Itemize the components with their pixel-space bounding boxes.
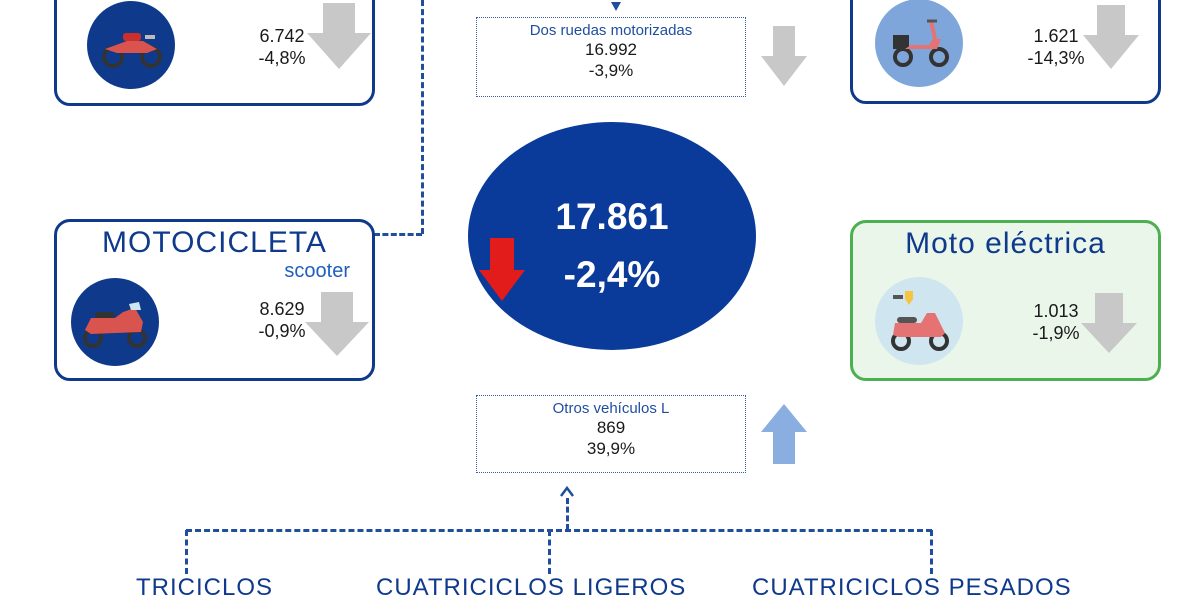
- otros-change: 39,9%: [586, 439, 636, 458]
- card-value: 8.629: [259, 299, 305, 319]
- connector-bottom-drop-2: [548, 530, 551, 574]
- card-change: -0,9%: [258, 321, 306, 341]
- card-values: 1.621 -14,3%: [1011, 25, 1101, 69]
- arrow-down-gray-icon: [1081, 293, 1137, 353]
- moped-icon: [875, 0, 963, 87]
- scooter-icon: [71, 278, 159, 366]
- connector-arrowhead-top: [611, 2, 621, 11]
- motorcycle-icon: [87, 1, 175, 89]
- connector-arrowhead-bottom: [560, 485, 574, 497]
- arrow-up-blue-icon: [761, 404, 807, 464]
- otros-vehiculos-box: Otros vehículos L 869 39,9%: [476, 395, 746, 473]
- arrow-down-gray-icon: [761, 26, 807, 86]
- dos-ruedas-change: -3,9%: [588, 61, 634, 80]
- connector-bottom-vertical-center: [566, 498, 569, 530]
- card-value: 6.742: [259, 26, 305, 46]
- card-change: -4,8%: [258, 48, 306, 68]
- connector-bottom-drop-1: [185, 530, 188, 574]
- arrow-down-red-icon: [479, 238, 525, 301]
- card-title: Moto eléctrica: [905, 227, 1106, 260]
- total-change: -2,4%: [563, 254, 661, 295]
- bottom-label-cuatriciclos-pesados: CUATRICICLOS PESADOS: [752, 574, 1072, 601]
- card-value: 1.621: [1033, 26, 1079, 46]
- dos-ruedas-box: Dos ruedas motorizadas 16.992 -3,9%: [476, 17, 746, 97]
- otros-label: Otros vehículos L: [552, 400, 670, 417]
- card-title: MOTOCICLETA: [102, 226, 327, 259]
- dos-ruedas-value: 16.992: [585, 40, 637, 59]
- card-subtitle: scooter: [284, 260, 350, 282]
- connector-vertical-left: [421, 0, 424, 234]
- card-values: 8.629 -0,9%: [237, 298, 327, 342]
- card-motocicleta-convencional: convencional 6.742 -4,8%: [54, 0, 375, 106]
- bottom-label-triciclos: TRICICLOS: [136, 574, 274, 601]
- connector-bottom-drop-3: [930, 530, 933, 574]
- card-value: 1.013: [1033, 301, 1079, 321]
- arrow-down-gray-icon: [1083, 5, 1139, 69]
- otros-value: 869: [596, 418, 626, 437]
- card-change: -1,9%: [1032, 323, 1080, 343]
- connector-horizontal-left: [374, 233, 422, 236]
- connector-bottom-horizontal: [186, 529, 932, 532]
- card-values: 1.013 -1,9%: [1011, 300, 1101, 344]
- card-ciclomotor: 1.621 -14,3%: [850, 0, 1161, 104]
- total-circle: 17.861 -2,4%: [468, 122, 756, 350]
- dos-ruedas-label: Dos ruedas motorizadas: [529, 22, 693, 39]
- total-value: 17.861: [555, 196, 669, 237]
- electric-scooter-icon: [875, 277, 963, 365]
- arrow-down-gray-icon: [305, 292, 369, 356]
- arrow-down-gray-icon: [307, 3, 371, 69]
- card-motocicleta-scooter: MOTOCICLETA scooter 8.629 -0,9%: [54, 219, 375, 381]
- bottom-label-cuatriciclos-ligeros: CUATRICICLOS LIGEROS: [376, 574, 687, 601]
- card-moto-electrica: Moto eléctrica 1.013 -1,9%: [850, 220, 1161, 381]
- card-values: 6.742 -4,8%: [237, 25, 327, 69]
- card-change: -14,3%: [1027, 48, 1085, 68]
